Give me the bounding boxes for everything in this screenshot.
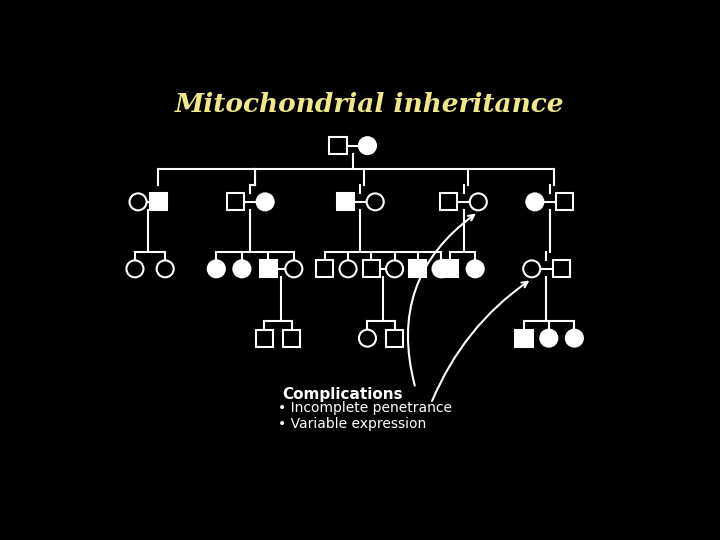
Circle shape [386, 260, 403, 278]
Circle shape [127, 260, 143, 278]
Bar [441, 193, 457, 210]
Circle shape [566, 330, 583, 347]
Circle shape [366, 193, 384, 211]
Circle shape [359, 137, 376, 154]
Bar [556, 193, 573, 210]
Bar [260, 260, 276, 278]
Circle shape [469, 193, 487, 211]
Bar [516, 330, 533, 347]
Circle shape [523, 260, 540, 278]
Bar [409, 260, 426, 278]
Text: Mitochondrial inheritance: Mitochondrial inheritance [174, 92, 564, 117]
Bar [553, 260, 570, 278]
Text: Complications: Complications [282, 387, 402, 402]
Bar [363, 260, 380, 278]
Circle shape [540, 330, 557, 347]
Circle shape [157, 260, 174, 278]
Bar [316, 260, 333, 278]
Circle shape [256, 193, 274, 211]
Bar [330, 137, 346, 154]
Bar [441, 260, 458, 278]
Bar [228, 193, 244, 210]
Circle shape [130, 193, 147, 211]
Circle shape [526, 193, 544, 211]
Circle shape [359, 330, 376, 347]
Circle shape [208, 260, 225, 278]
Bar [283, 330, 300, 347]
Circle shape [433, 260, 449, 278]
Bar [150, 193, 167, 210]
Circle shape [340, 260, 356, 278]
Bar [256, 330, 273, 347]
Circle shape [233, 260, 251, 278]
Bar [386, 330, 403, 347]
Circle shape [285, 260, 302, 278]
Text: • Incomplete penetrance: • Incomplete penetrance [277, 401, 451, 415]
Bar [337, 193, 354, 210]
Text: • Variable expression: • Variable expression [277, 417, 426, 431]
Circle shape [467, 260, 484, 278]
